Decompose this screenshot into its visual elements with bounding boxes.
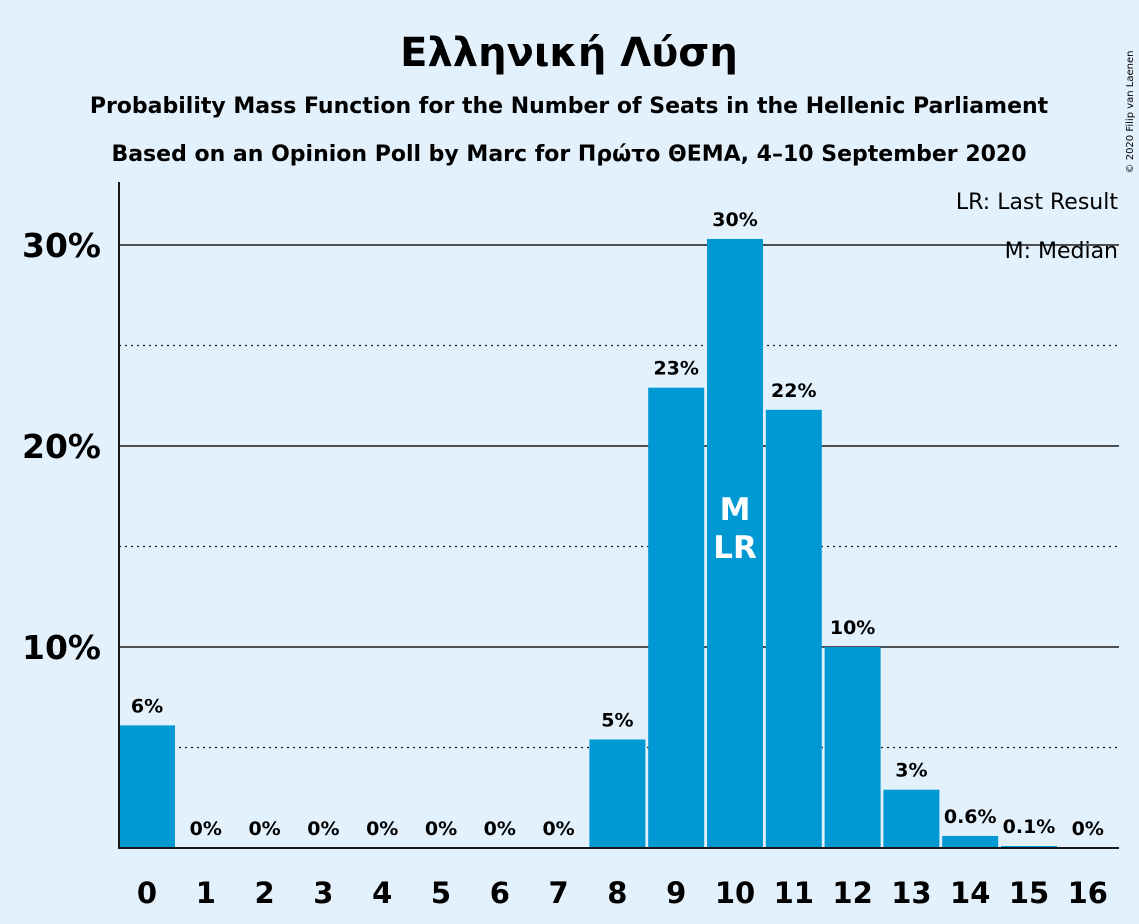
data-label-7: 0%	[542, 818, 574, 840]
legend-median: M: Median	[1005, 239, 1118, 264]
bar-13	[883, 789, 940, 848]
bars	[119, 238, 1057, 849]
data-label-12: 10%	[830, 617, 875, 639]
y-tick-label-0: 10%	[22, 628, 101, 667]
bar-11	[765, 409, 822, 848]
data-label-0: 6%	[131, 695, 163, 717]
data-label-8: 5%	[601, 709, 633, 731]
x-tick-label-7: 7	[549, 876, 569, 910]
y-axis-tick-labels: 10% 20% 30%	[22, 226, 101, 667]
data-label-3: 0%	[307, 818, 339, 840]
data-label-1: 0%	[190, 818, 222, 840]
bar-14	[942, 835, 999, 848]
bar-9	[648, 387, 705, 848]
x-tick-label-8: 8	[607, 876, 627, 910]
data-label-4: 0%	[366, 818, 398, 840]
data-labels: 6% 0% 0% 0% 0% 0% 0% 0% 5% 23% 30% 22% 10% 3% 0.6% 0.1%…	[131, 209, 1104, 840]
data-label-6: 0%	[484, 818, 516, 840]
bar-marker-lr: LR	[713, 530, 757, 566]
data-label-14: 0.6%	[944, 806, 997, 828]
bar-marker-m: M	[720, 492, 751, 528]
x-tick-label-6: 6	[490, 876, 510, 910]
data-label-2: 0%	[248, 818, 280, 840]
data-label-9: 23%	[653, 358, 698, 380]
x-tick-label-1: 1	[196, 876, 216, 910]
data-label-16: 0%	[1072, 818, 1104, 840]
copyright-notice: © 2020 Filip van Laenen	[1125, 51, 1136, 174]
data-label-11: 22%	[771, 380, 816, 402]
gridlines	[119, 244, 1119, 749]
bar-8	[589, 739, 646, 848]
x-tick-label-15: 15	[1009, 876, 1049, 910]
bar-0	[119, 725, 175, 848]
x-tick-label-14: 14	[950, 876, 990, 910]
x-tick-label-9: 9	[666, 876, 686, 910]
bar-15	[1001, 845, 1057, 848]
data-label-13: 3%	[895, 760, 927, 782]
y-tick-label-1: 20%	[22, 427, 101, 466]
chart-subtitle-line2: Based on an Opinion Poll by Marc for Πρώ…	[111, 142, 1026, 167]
x-tick-label-2: 2	[255, 876, 275, 910]
x-tick-label-12: 12	[832, 876, 872, 910]
x-tick-label-11: 11	[774, 876, 814, 910]
bar-markers: MLR	[713, 492, 757, 566]
data-label-15: 0.1%	[1003, 816, 1056, 838]
x-tick-label-5: 5	[431, 876, 451, 910]
bar-12	[824, 647, 881, 848]
x-tick-label-0: 0	[137, 876, 157, 910]
data-label-10: 30%	[712, 209, 757, 231]
x-tick-label-4: 4	[372, 876, 392, 910]
chart-subtitle-line1: Probability Mass Function for the Number…	[90, 94, 1049, 119]
x-tick-label-13: 13	[891, 876, 931, 910]
y-tick-label-2: 30%	[22, 226, 101, 265]
x-tick-label-3: 3	[313, 876, 333, 910]
chart-title: Ελληνική Λύση	[400, 30, 738, 76]
data-label-5: 0%	[425, 818, 457, 840]
legend-last-result: LR: Last Result	[956, 190, 1118, 215]
x-tick-label-16: 16	[1068, 876, 1108, 910]
x-axis-tick-labels: 0 1 2 3 4 5 6 7 8 9 10 11 12 13 14 15 16	[137, 876, 1108, 910]
x-tick-label-10: 10	[715, 876, 755, 910]
bar-10	[707, 238, 763, 849]
